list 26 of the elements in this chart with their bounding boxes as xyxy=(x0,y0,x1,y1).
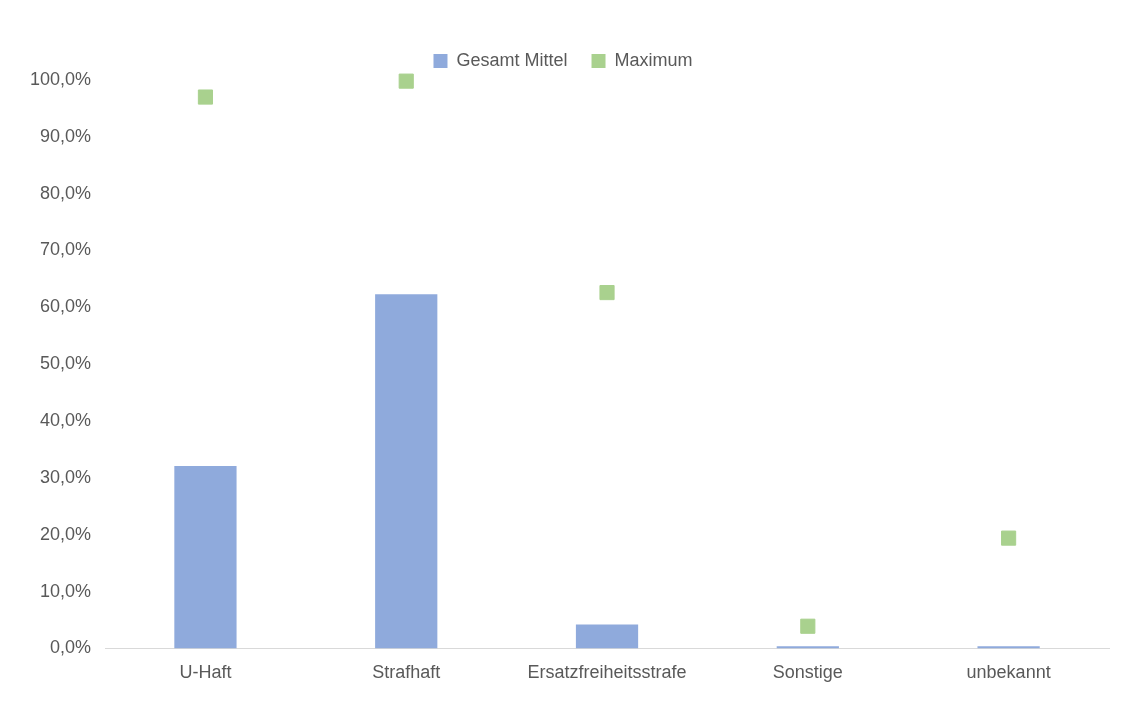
x-tick-label: Strafhaft xyxy=(372,662,441,683)
bar xyxy=(375,294,438,649)
y-tick-label: 80,0% xyxy=(40,182,92,203)
y-tick-label: 20,0% xyxy=(40,523,92,544)
y-tick-label: 70,0% xyxy=(40,239,92,260)
x-tick-label: Sonstige xyxy=(772,662,843,683)
y-tick-label: 50,0% xyxy=(40,353,92,374)
point xyxy=(398,73,414,89)
point xyxy=(800,618,816,634)
y-tick-label: 0,0% xyxy=(50,637,92,658)
x-tick-label: U-Haft xyxy=(179,662,232,683)
y-tick-label: 10,0% xyxy=(40,580,92,601)
y-tick-label: 60,0% xyxy=(40,296,92,317)
bar xyxy=(174,465,237,649)
y-tick-label: 90,0% xyxy=(40,125,92,146)
bar xyxy=(575,624,639,649)
x-tick-label: unbekannt xyxy=(966,662,1051,683)
point xyxy=(1001,530,1017,546)
point xyxy=(599,285,615,301)
legend-label: Gesamt Mittel xyxy=(456,49,568,70)
y-tick-label: 30,0% xyxy=(40,466,92,487)
y-tick-label: 100,0% xyxy=(29,68,92,89)
legend-label: Maximum xyxy=(614,49,693,70)
x-tick-label: Ersatzfreiheitsstrafe xyxy=(527,662,687,683)
point xyxy=(197,89,214,105)
y-tick-label: 40,0% xyxy=(40,410,92,431)
